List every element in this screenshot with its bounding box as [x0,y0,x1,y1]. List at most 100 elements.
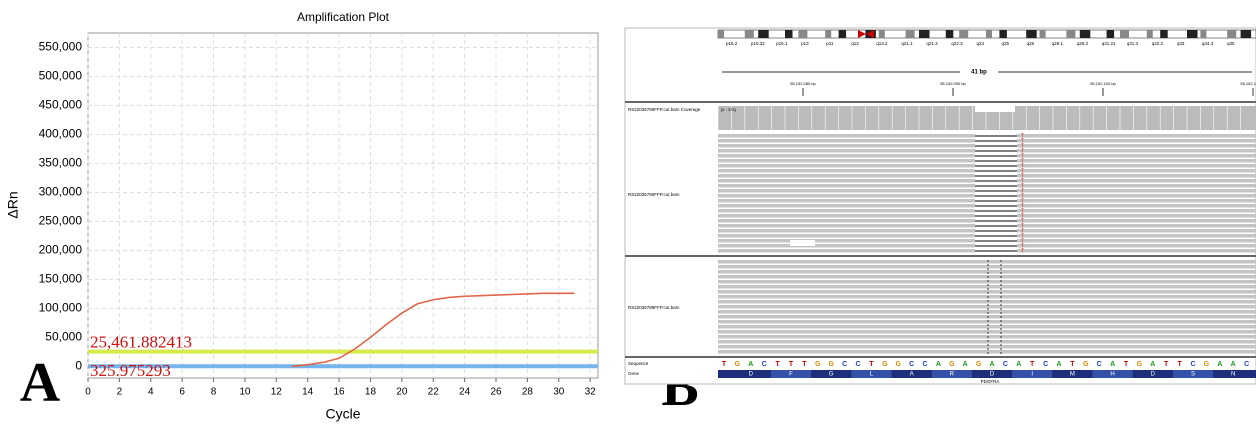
read [718,305,1256,309]
cytoband-label: q28.3 [1077,41,1089,46]
chrom-band [758,30,769,38]
sequence-base: G [1204,361,1210,368]
track-name: Sequence [628,361,649,366]
cytoband-label: p13 [801,41,809,46]
chrom-band [839,30,847,38]
amino-acid: D [990,372,995,378]
y-axis-label: ΔRn [5,191,21,218]
amino-acid: D [1151,372,1156,378]
sequence-base: T [869,361,874,368]
sequence-base: T [775,361,780,368]
read [718,300,1256,304]
x-axis-label: Cycle [325,406,360,422]
amino-acid: M [1070,372,1075,378]
track-name: RS22036790FFP.cut.bam [628,192,680,197]
track-name: RS22036788FFP.cut.bam [628,305,680,310]
x-tick-label: 14 [302,387,314,398]
chrom-band [718,30,724,38]
sequence-base: C [842,361,847,368]
read [718,335,1256,339]
x-tick-label: 26 [490,387,502,398]
mismatch-base: T [1021,248,1024,254]
chrom-band [798,30,807,38]
x-tick-label: 8 [211,387,217,398]
read [718,310,1256,314]
sequence-base: A [1110,361,1115,368]
sequence-base: G [1137,361,1143,368]
read [718,350,1256,354]
y-tick-label: 100,000 [39,301,83,315]
y-tick-label: 300,000 [39,185,83,199]
sequence-base: C [922,361,927,368]
sequence-base: T [722,361,727,368]
chart-title: Amplification Plot [297,10,390,24]
cytoband-label: q33 [1177,41,1185,46]
sequence-base: T [1164,361,1169,368]
cytoband-label: q31.21 [1102,41,1116,46]
y-tick-label: 350,000 [39,156,83,170]
x-tick-label: 16 [334,387,346,398]
y-tick-label: 50,000 [45,330,82,344]
cytoband-label: p15.32 [751,41,765,46]
sequence-base: G [1083,361,1089,368]
sequence-base: C [1097,361,1102,368]
read [718,270,1256,274]
read [718,340,1256,344]
amino-acid: F [789,372,793,378]
chrom-band [825,30,831,38]
sequence-base: C [1190,361,1195,368]
chrom-band [1066,30,1075,38]
sequence-base: A [1016,361,1021,368]
cytoband-label: p15.1 [776,41,788,46]
cytoband-label: q28.1 [1052,41,1064,46]
y-tick-label: 500,000 [39,69,83,83]
sequence-base: C [1244,361,1249,368]
read [718,330,1256,334]
cytoband-label: q31.3 [1127,41,1139,46]
chrom-band [1187,30,1198,38]
y-tick-label: 400,000 [39,127,83,141]
chrom-band [946,30,954,38]
chrom-band [1227,30,1236,38]
amino-acid: A [910,372,914,378]
panel-label: A [20,352,61,414]
sequence-base: C [762,361,767,368]
chrom-band [906,30,915,38]
read [718,290,1256,294]
y-tick-label: 200,000 [39,243,83,257]
sequence-base: C [1003,361,1008,368]
read [718,325,1256,329]
sequence-base: T [1124,361,1129,368]
sequence-base: G [815,361,821,368]
cytoband-label: q34.3 [1202,41,1214,46]
sequence-base: G [735,361,741,368]
cytoband-label: q21.1 [901,41,913,46]
amino-acid: S [1191,372,1195,378]
x-tick-label: 22 [428,387,440,398]
read [718,265,1256,269]
sequence-base: T [789,361,794,368]
sequence-base: A [748,361,753,368]
chrom-band [1200,30,1206,38]
x-tick-label: 28 [522,387,534,398]
cytoband-label: p11 [826,41,834,46]
read [718,285,1256,289]
chrom-band [959,30,968,38]
cytoband-label: q26 [1027,41,1035,46]
chrom-band [986,30,992,38]
cytoband-label: p16.2 [726,41,738,46]
sequence-base: T [1177,361,1182,368]
ruler-position: 55,152,090 bp [940,81,966,86]
sequence-base: C [1043,361,1048,368]
ruler-span-label: 41 bp [971,70,987,76]
sequence-base: A [963,361,968,368]
read [718,345,1256,349]
amino-acid: R [950,372,955,378]
x-tick-label: 12 [271,387,283,398]
threshold-label: 325.975293 [90,361,171,380]
chrom-band [1080,30,1091,38]
read [718,320,1256,324]
chrom-band [745,30,754,38]
amino-acid: G [829,372,834,378]
read [718,275,1256,279]
